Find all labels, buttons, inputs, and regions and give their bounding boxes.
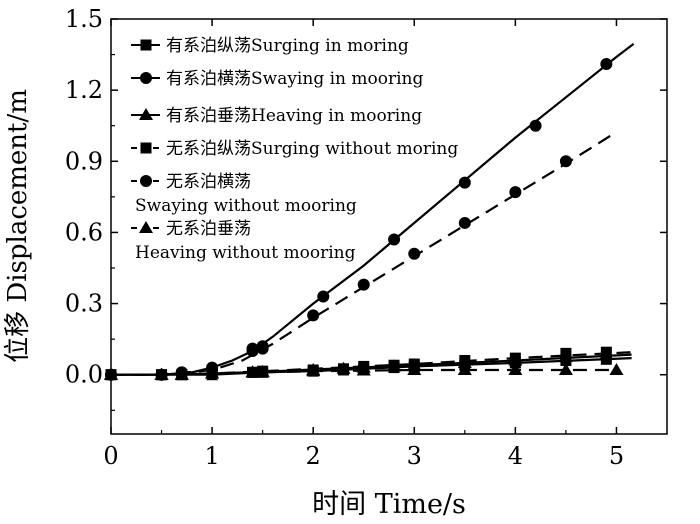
plot-frame bbox=[110, 18, 668, 435]
data-point bbox=[245, 365, 260, 378]
legend-marker bbox=[140, 175, 152, 187]
data-point bbox=[154, 367, 169, 380]
x-tick-label: 4 bbox=[508, 442, 523, 470]
series-line bbox=[111, 368, 617, 376]
data-point bbox=[600, 346, 612, 358]
y-tick-label: 0.0 bbox=[65, 361, 103, 389]
data-point bbox=[307, 309, 320, 322]
y-tick-label: 1.2 bbox=[65, 76, 103, 104]
legend-item: 有系泊横荡Swaying in mooring bbox=[131, 69, 423, 89]
legend-label: 有系泊垂荡Heaving in mooring bbox=[166, 106, 422, 126]
data-point bbox=[458, 216, 471, 229]
data-point bbox=[600, 58, 613, 71]
data-point bbox=[457, 362, 472, 375]
legend-label: 无系泊纵荡Surging without moring bbox=[166, 139, 458, 159]
data-point bbox=[459, 354, 471, 366]
legend-marker bbox=[139, 108, 153, 120]
data-point bbox=[509, 352, 521, 364]
data-point bbox=[407, 362, 422, 375]
x-tick-label: 5 bbox=[609, 442, 624, 470]
legend-marker bbox=[140, 39, 152, 51]
data-point bbox=[609, 362, 624, 375]
y-axis: 0.0 0.3 0.6 0.9 1.2 1.5 bbox=[65, 5, 667, 411]
legend-label: Swaying without mooring bbox=[135, 196, 357, 216]
data-point bbox=[306, 364, 321, 377]
data-point bbox=[205, 366, 220, 379]
series-layer bbox=[104, 43, 635, 381]
data-point bbox=[388, 233, 401, 246]
data-point bbox=[558, 362, 573, 375]
legend-item: 有系泊纵荡Surging in moring bbox=[131, 36, 409, 56]
legend-item: 无系泊纵荡Surging without moring bbox=[131, 139, 458, 159]
series-line bbox=[111, 351, 632, 376]
data-point bbox=[338, 363, 350, 375]
data-point bbox=[174, 367, 189, 380]
data-point bbox=[317, 290, 330, 303]
x-axis: 0 1 2 3 4 5 bbox=[103, 19, 624, 470]
data-point bbox=[255, 365, 270, 378]
x-tick-label: 2 bbox=[306, 442, 321, 470]
data-point bbox=[458, 176, 471, 189]
legend-marker bbox=[140, 72, 152, 84]
y-tick-label: 0.3 bbox=[65, 290, 103, 318]
legend-label: 有系泊横荡Swaying in mooring bbox=[166, 69, 423, 89]
legend-label: 无系泊垂荡 bbox=[166, 219, 251, 239]
legend-item: 有系泊垂荡Heaving in mooring bbox=[131, 106, 422, 126]
x-tick-label: 3 bbox=[407, 442, 422, 470]
data-point bbox=[509, 186, 522, 199]
x-tick-label: 1 bbox=[204, 442, 219, 470]
x-tick-label: 0 bbox=[103, 442, 118, 470]
data-point bbox=[388, 359, 400, 371]
legend-label: 有系泊纵荡Surging in moring bbox=[166, 36, 409, 56]
y-tick-label: 0.6 bbox=[65, 218, 103, 246]
legend: 有系泊纵荡Surging in moring 有系泊横荡Swaying in mo… bbox=[131, 36, 458, 263]
series-line bbox=[111, 134, 612, 376]
data-point bbox=[246, 345, 259, 357]
data-point bbox=[256, 342, 269, 355]
data-point bbox=[529, 119, 542, 132]
y-tick-label: 1.5 bbox=[65, 5, 103, 33]
data-point bbox=[357, 278, 370, 291]
legend-label: Heaving without mooring bbox=[135, 243, 356, 263]
data-point bbox=[356, 363, 371, 376]
data-point bbox=[559, 155, 572, 168]
legend-label: 无系泊横荡 bbox=[166, 172, 251, 192]
data-point bbox=[408, 247, 421, 260]
y-tick-label: 0.9 bbox=[65, 147, 103, 175]
data-point bbox=[560, 347, 572, 359]
series-line bbox=[111, 43, 635, 376]
y-axis-title: 位移 Displacement/m bbox=[3, 89, 33, 363]
legend-marker bbox=[139, 221, 153, 233]
x-axis-title: 时间 Time/s bbox=[312, 489, 466, 520]
legend-marker bbox=[140, 142, 152, 154]
legend-item: 无系泊垂荡 Heaving without mooring bbox=[131, 219, 356, 263]
series-6 bbox=[104, 362, 624, 380]
data-point bbox=[508, 362, 523, 375]
legend-item: 无系泊横荡 Swaying without mooring bbox=[131, 172, 357, 216]
